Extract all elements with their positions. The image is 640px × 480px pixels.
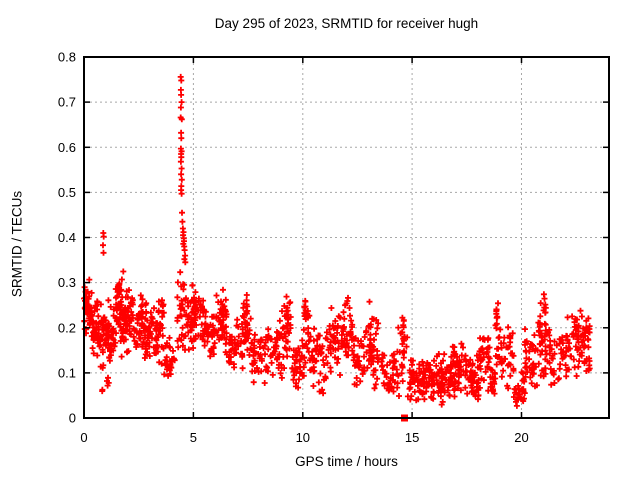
y-tick-label: 0.3 xyxy=(58,275,76,290)
data-points xyxy=(81,73,593,409)
x-tick-label: 0 xyxy=(80,430,87,445)
tick-marks xyxy=(83,56,609,419)
y-tick-label: 0.6 xyxy=(58,140,76,155)
x-tick-label: 15 xyxy=(405,430,419,445)
y-tick-label: 0.2 xyxy=(58,320,76,335)
y-tick-label: 0 xyxy=(69,411,76,426)
y-tick-label: 0.5 xyxy=(58,185,76,200)
y-tick-label: 0.1 xyxy=(58,365,76,380)
x-axis-label: GPS time / hours xyxy=(295,454,398,469)
y-tick-label: 0.7 xyxy=(58,95,76,110)
chart-title: Day 295 of 2023, SRMTID for receiver hug… xyxy=(214,16,479,31)
x-tick-label: 20 xyxy=(514,430,528,445)
x-tick-label: 5 xyxy=(190,430,197,445)
tick-labels: 0 5 10 15 20 0 0.1 0.2 0.3 0.4 0.5 0.6 0.7 0.8 xyxy=(58,50,529,446)
y-tick-label: 0.4 xyxy=(58,230,76,245)
x-tick-label: 10 xyxy=(296,430,310,445)
y-tick-label: 0.8 xyxy=(58,50,76,65)
